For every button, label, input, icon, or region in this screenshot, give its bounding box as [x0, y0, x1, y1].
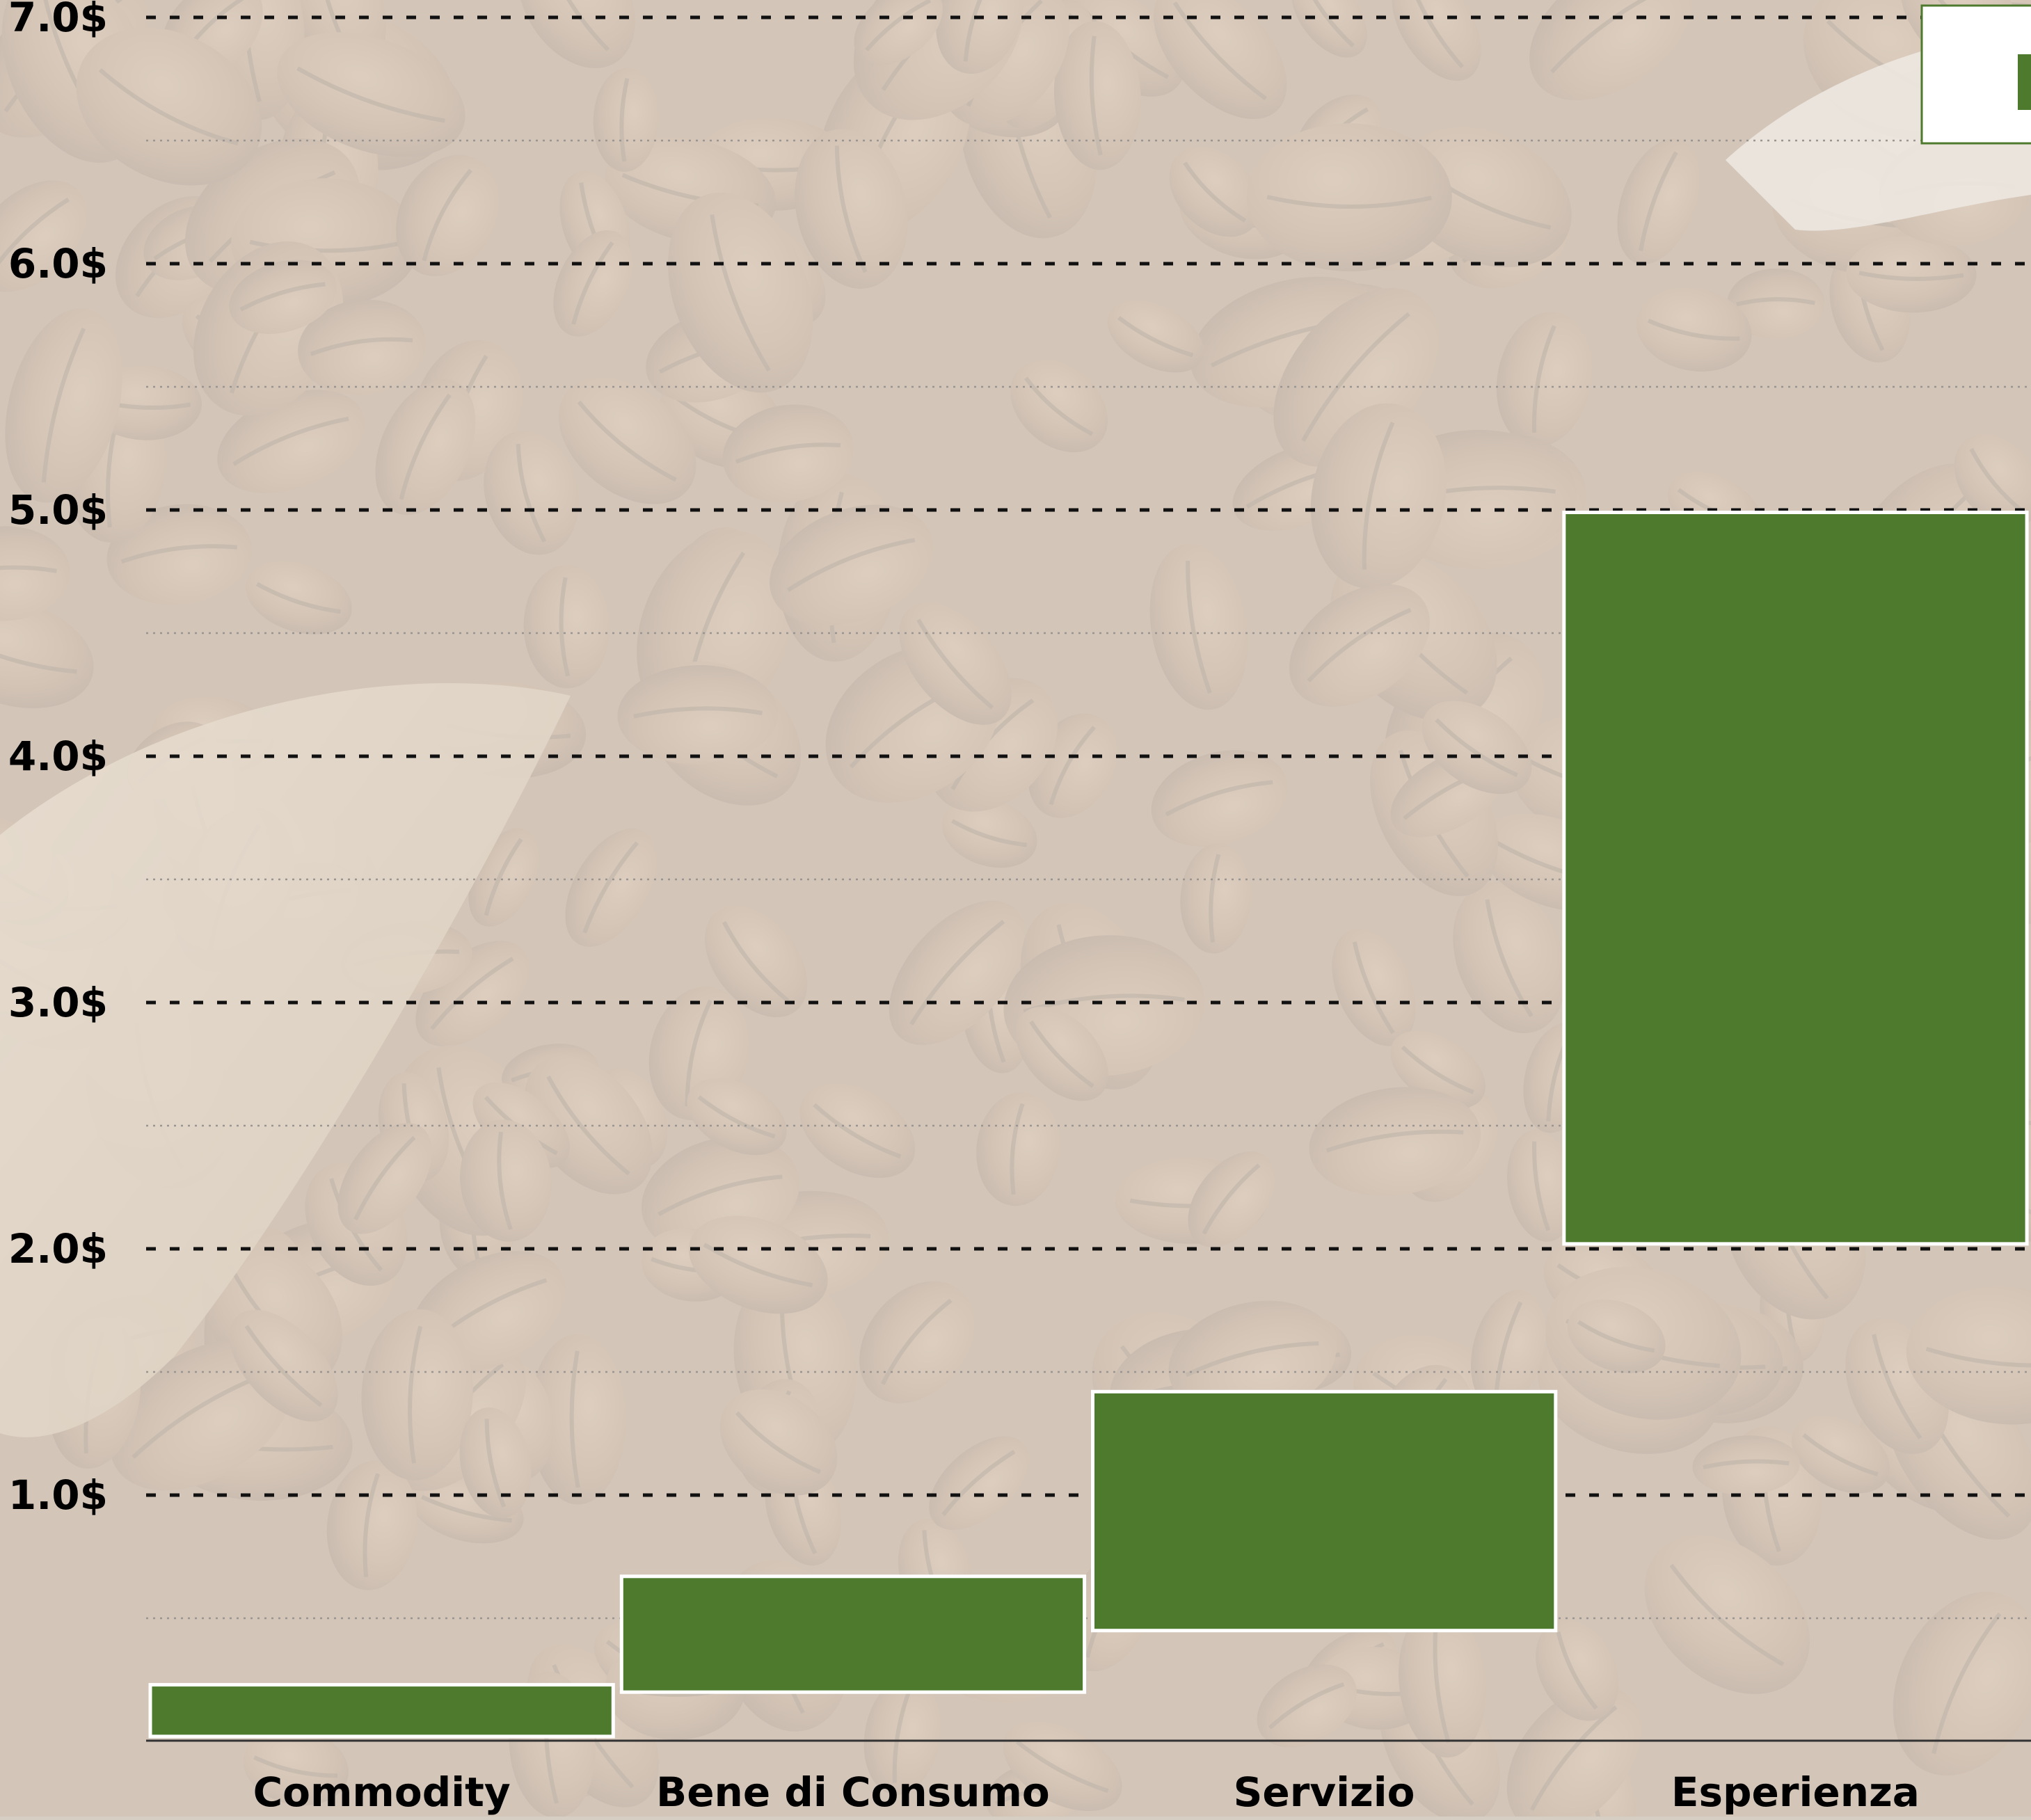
y-tick-label: 6.0$	[8, 240, 108, 287]
y-tick-label: 1.0$	[8, 1471, 108, 1519]
y-tick-label: 7.0$	[8, 0, 108, 41]
y-axis-tick-labels: 1.0$ 2.0$ 3.0$ 4.0$ 5.0$ 6.0$ 7.0$	[8, 0, 108, 1519]
bars	[148, 511, 2029, 1739]
x-axis-tick-labels: Commodity Bene di Consumo Servizio Esperien…	[253, 1769, 1920, 1816]
gridlines	[146, 15, 2031, 1620]
x-tick-label: Commodity	[253, 1769, 511, 1816]
legend	[1920, 4, 2031, 145]
x-tick-label: Servizio	[1234, 1769, 1415, 1816]
y-tick-label: 3.0$	[8, 979, 108, 1026]
y-tick-label: 5.0$	[8, 486, 108, 534]
y-tick-label: 4.0$	[8, 733, 108, 780]
y-tick-label: 2.0$	[8, 1225, 108, 1272]
bar-esperienza	[1562, 511, 2029, 1246]
x-tick-label: Bene di Consumo	[656, 1769, 1050, 1816]
bar-bene-di-consumo	[619, 1574, 1087, 1694]
legend-swatch	[2018, 54, 2031, 110]
legend-box	[1920, 4, 2031, 145]
bar-commodity	[148, 1683, 615, 1739]
x-tick-label: Esperienza	[1671, 1769, 1920, 1816]
bar-servizio	[1091, 1389, 1558, 1633]
